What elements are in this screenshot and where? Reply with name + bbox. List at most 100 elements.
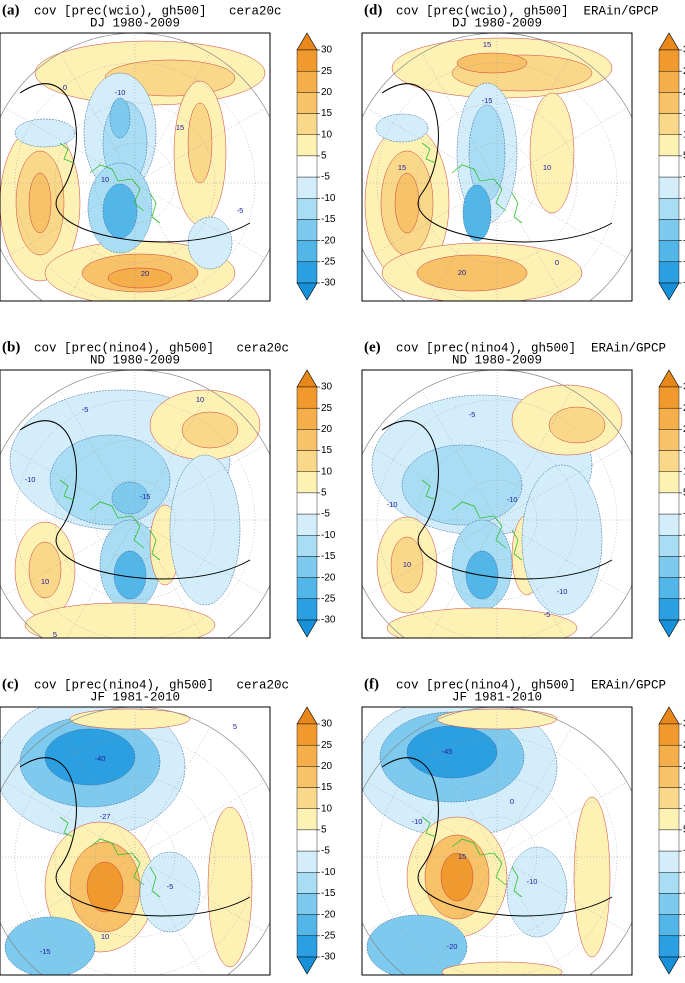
colorbar-tick-label: 20 <box>683 761 685 772</box>
map-frame <box>361 706 633 976</box>
colorbar-arrow <box>296 619 318 638</box>
coastline <box>421 479 523 561</box>
map <box>0 33 270 301</box>
contour-fill <box>86 861 124 913</box>
panel: (f) cov [prec(nino4), gh500] ERAin/GPCPJF… <box>361 676 685 976</box>
colorbar-tick-label: 25 <box>321 66 333 77</box>
contour-fill <box>548 406 606 444</box>
colorbar-segment <box>296 914 318 937</box>
meridian <box>366 856 498 933</box>
map-frame <box>0 706 271 976</box>
zero-contour <box>381 83 613 243</box>
colorbar-segment <box>296 429 318 451</box>
contour-label: 5 <box>233 722 237 731</box>
colorbar-segment <box>658 935 680 958</box>
meridian <box>496 107 628 184</box>
coastline <box>59 142 161 224</box>
contour-fill <box>139 851 201 933</box>
meridian <box>496 182 628 259</box>
colorbar-tick-label: 15 <box>683 445 685 456</box>
colorbar-segment <box>296 176 318 199</box>
colorbar-tick-label: -20 <box>321 572 336 583</box>
colorbar-tick-label: -5 <box>321 846 330 857</box>
contour-label: -27 <box>100 812 111 821</box>
colorbar-tick-label: -30 <box>683 278 685 289</box>
meridian <box>134 519 204 638</box>
contour-label: -5 <box>237 206 244 215</box>
colorbar-segment <box>658 893 680 915</box>
contour-fill <box>375 113 429 143</box>
meridian <box>421 726 498 858</box>
colorbar-segment <box>296 808 318 831</box>
meridian <box>366 182 498 259</box>
coastline <box>59 816 161 898</box>
panel: (e) cov [prec(nino4), gh500] ERAin/GPCPND… <box>361 339 685 639</box>
colorbar-tick-label: -25 <box>321 593 336 604</box>
colorbar-tick-label: 5 <box>683 488 685 499</box>
colorbar-tick-label: -5 <box>683 172 685 183</box>
colorbar-arrow <box>658 369 680 388</box>
colorbar-segment <box>296 155 318 178</box>
contour-label: -15 <box>482 96 493 105</box>
meridian <box>496 182 566 301</box>
meridian <box>134 52 211 184</box>
meridian <box>59 52 136 184</box>
colorbar-segment <box>658 492 680 515</box>
panel-title: cov [prec(nino4), gh500] ERAin/GPCP <box>396 341 666 355</box>
panel-label: (f) <box>364 676 379 692</box>
colorbar-tick-label: -15 <box>683 551 685 562</box>
map-frame <box>0 32 271 302</box>
zero-contour <box>381 420 613 580</box>
colorbar-segment <box>658 787 680 809</box>
colorbar-segment <box>658 176 680 199</box>
colorbar-segment <box>296 513 318 536</box>
panel-label: (b) <box>2 339 20 355</box>
colorbar-segment <box>658 70 680 93</box>
meridian <box>59 726 136 858</box>
colorbar-tick-label: 5 <box>321 151 327 162</box>
contour-fill <box>366 914 468 975</box>
meridian <box>496 726 573 858</box>
meridian <box>4 856 136 933</box>
meridian <box>66 182 136 301</box>
meridian <box>134 444 266 521</box>
colorbar-tick-label: -5 <box>683 846 685 857</box>
colorbar-arrow <box>296 706 318 725</box>
lat-circle <box>416 776 578 938</box>
colorbar-segment <box>658 450 680 472</box>
panel-subtitle: DJ 1980-2009 <box>452 16 542 30</box>
meridian <box>66 856 136 975</box>
colorbar-arrow <box>658 282 680 301</box>
colorbar-tick-label: -30 <box>321 952 336 963</box>
colorbar-tick-label: -20 <box>683 572 685 583</box>
colorbar-segment <box>658 850 680 873</box>
meridian <box>496 444 628 521</box>
panel: (d) cov [prec(wcio), gh500] ERAin/GPCPDJ … <box>361 2 685 302</box>
contour-fill <box>462 184 492 242</box>
colorbar-tick-label: 25 <box>321 740 333 751</box>
meridian <box>4 182 136 259</box>
contour-label: -10 <box>25 475 36 484</box>
colorbar-tick-label: -10 <box>683 193 685 204</box>
colorbar-tick-label: -25 <box>683 593 685 604</box>
colorbar-segment <box>658 723 680 746</box>
contour-fill <box>44 728 136 786</box>
colorbar-tick-label: 5 <box>683 151 685 162</box>
contour-label: 20 <box>141 269 149 278</box>
colorbar-tick-label: -25 <box>683 256 685 267</box>
colorbar-segment <box>296 829 318 852</box>
map <box>0 370 270 638</box>
meridian <box>366 781 498 858</box>
zero-contour <box>19 420 251 580</box>
coastline <box>421 816 523 898</box>
colorbar-segment <box>658 155 680 178</box>
meridian <box>4 107 136 184</box>
colorbar-segment <box>296 134 318 157</box>
colorbar-tick-label: 15 <box>683 108 685 119</box>
colorbar-tick-label: -30 <box>321 278 336 289</box>
colorbar-tick-label: 10 <box>683 803 685 814</box>
contour-label: -15 <box>40 947 51 956</box>
colorbar-segment <box>658 219 680 241</box>
contour-label: 10 <box>101 175 109 184</box>
colorbar-segment <box>658 577 680 600</box>
